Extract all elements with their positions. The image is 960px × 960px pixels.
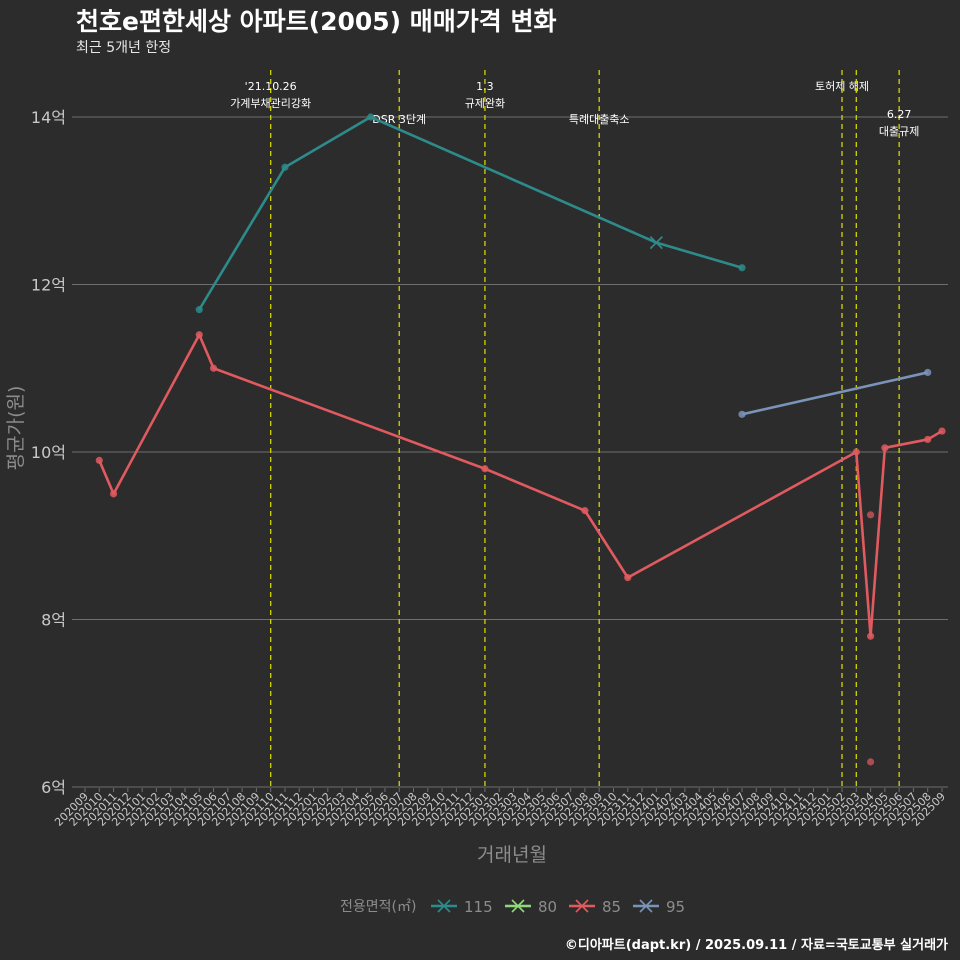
chart-subtitle: 최근 5개년 한정 [76,40,172,56]
data-point-85 [481,465,489,473]
legend-key-cross-95 [639,899,653,913]
y-tick-label: 14억 [31,108,66,127]
data-point-95 [738,410,746,418]
data-point-85 [624,574,632,582]
event-annotation: '21.10.26 [245,80,297,93]
event-annotation: 6.27 [887,108,912,121]
event-annotation: 대출규제 [879,125,919,138]
event-annotation: DSR 3단계 [372,113,426,126]
series-line-115 [198,115,743,311]
data-point-85 [924,435,932,444]
data-point-115 [738,264,746,272]
data-point-85 [95,456,103,464]
data-point-115 [195,306,203,314]
event-annotation: 규제완화 [465,97,505,110]
source-caption: ©디아파트(dapt.kr) / 2025.09.11 / 자료=국토교통부 실… [564,938,948,953]
event-annotation: 토허제 해제 [815,79,869,93]
data-point-85 [109,490,118,498]
legend-key-cross-115 [437,899,451,913]
event-annotation: 1.3 [476,80,494,93]
y-tick-label: 8억 [41,611,66,630]
data-point-85 [881,444,889,452]
legend-label-95: 95 [666,898,685,916]
series-line-95 [741,371,929,416]
chart-title: 천호e편한세상 아파트(2005) 매매가격 변화 [76,7,557,36]
legend-title: 전용면적(㎡) [340,899,416,915]
legend-label-115: 115 [464,898,493,916]
y-tick-label: 12억 [31,276,66,295]
data-point-85 [866,511,875,519]
data-point-85 [852,448,860,456]
data-point-85 [195,331,203,339]
legend-label-85: 85 [602,898,621,916]
data-point-115 [281,163,289,171]
event-annotation: 가계부채관리강화 [230,97,311,110]
y-axis-title: 평균가(원) [5,386,27,471]
y-tick-label: 6억 [41,778,66,797]
y-tick-label: 10억 [31,443,66,462]
data-point-115 [367,113,375,121]
data-point-85 [938,427,946,435]
legend-label-80: 80 [538,898,557,916]
event-annotation: 특례대출축소 [569,113,630,126]
x-axis-title: 거래년월 [477,844,547,866]
data-point-85 [581,507,589,515]
data-point-85 [866,632,875,640]
data-point-cross-115 [649,236,663,250]
legend-key-cross-85 [575,899,589,913]
data-point-85 [866,758,875,766]
data-point-85 [209,364,218,372]
legend-key-cross-80 [511,899,525,913]
series-line-85 [98,333,943,638]
data-point-95 [924,368,932,377]
